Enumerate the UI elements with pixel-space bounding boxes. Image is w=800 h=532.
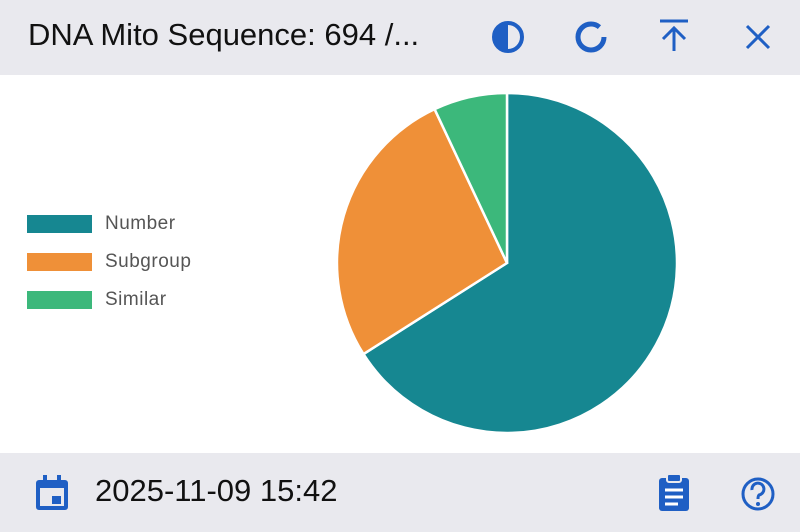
calendar-button[interactable] [33, 473, 73, 513]
legend-label: Similar [105, 289, 167, 310]
timestamp: 2025-11-09 15:42 [95, 473, 338, 508]
close-button[interactable] [742, 21, 774, 53]
legend-swatch [27, 291, 92, 309]
clipboard-button[interactable] [656, 473, 692, 513]
pie-slice [335, 107, 509, 356]
legend-label: Number [105, 213, 176, 234]
header-title: DNA Mito Sequence: 694 /... [28, 17, 420, 52]
legend-swatch [27, 215, 92, 233]
donut-button[interactable] [573, 19, 609, 55]
legend-swatch [27, 253, 92, 271]
legend-label: Subgroup [105, 251, 191, 272]
upload-button[interactable] [656, 17, 692, 55]
pie-slice [432, 91, 509, 264]
footer-bar: 2025-11-09 15:42 [0, 453, 800, 532]
pie-slice [361, 91, 679, 435]
contrast-button[interactable] [490, 19, 526, 55]
pie-chart: Number Subgroup Similar [27, 91, 679, 435]
help-button[interactable] [739, 475, 777, 513]
header-bar: DNA Mito Sequence: 694 /... [0, 0, 800, 75]
